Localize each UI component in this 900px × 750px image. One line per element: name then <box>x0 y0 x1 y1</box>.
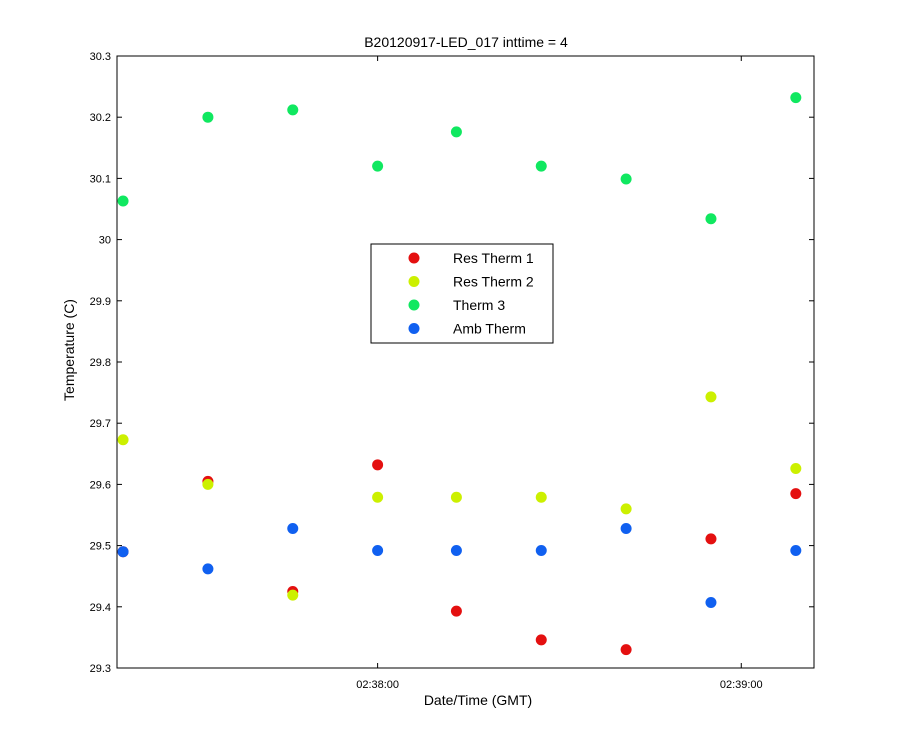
point-res-therm-2 <box>117 434 129 446</box>
point-res-therm-1 <box>450 605 462 617</box>
y-tick-label: 30.3 <box>90 51 111 63</box>
legend: Res Therm 1 Res Therm 2 Therm 3 Amb Therm <box>370 243 554 344</box>
point-res-therm-2 <box>535 491 547 503</box>
y-tick-label: 29.6 <box>90 479 111 491</box>
legend-box <box>370 243 554 344</box>
point-res-therm-1 <box>372 459 384 471</box>
point-res-therm-2 <box>287 589 299 601</box>
chart-title: B20120917-LED_017 inttime = 4 <box>364 34 568 50</box>
point-amb-therm <box>535 544 547 556</box>
legend-marker-res-therm-2 <box>408 276 420 287</box>
point-res-therm-2 <box>620 503 632 515</box>
point-amb-therm <box>287 522 299 534</box>
x-axis: 02:38:00 02:39:00 <box>356 56 763 691</box>
point-therm-3 <box>620 173 632 185</box>
y-tick-label: 30.1 <box>90 173 111 185</box>
x-tick-label: 02:39:00 <box>720 679 763 691</box>
point-therm-3 <box>790 92 802 104</box>
legend-marker-amb-therm <box>408 323 420 334</box>
point-res-therm-1 <box>535 634 547 646</box>
x-axis-label: Date/Time (GMT) <box>424 692 532 708</box>
point-therm-3 <box>535 160 547 172</box>
y-axis-label: Temperature (C) <box>61 299 77 401</box>
point-res-therm-1 <box>620 644 632 656</box>
y-tick-label: 30.2 <box>90 112 111 124</box>
legend-marker-res-therm-1 <box>408 252 420 264</box>
y-tick-label: 29.3 <box>90 663 111 675</box>
data-points <box>117 92 802 656</box>
legend-marker-therm-3 <box>408 299 420 311</box>
point-therm-3 <box>450 126 462 138</box>
y-tick-label: 29.8 <box>90 357 111 369</box>
legend-label-res-therm-1: Res Therm 1 <box>453 250 534 266</box>
point-therm-3 <box>202 111 214 123</box>
point-amb-therm <box>620 522 632 534</box>
point-amb-therm <box>790 544 802 556</box>
y-tick-label: 29.7 <box>90 418 111 430</box>
point-therm-3 <box>372 160 384 172</box>
legend-label-amb-therm: Amb Therm <box>453 321 526 337</box>
legend-label-res-therm-2: Res Therm 2 <box>453 274 534 290</box>
point-res-therm-2 <box>450 491 462 503</box>
point-res-therm-1 <box>705 533 717 545</box>
point-amb-therm <box>202 563 214 575</box>
point-res-therm-1 <box>790 488 802 500</box>
series-amb-therm <box>117 522 802 609</box>
series-res-therm-2 <box>117 391 802 601</box>
y-axis: 29.3 29.4 29.5 29.6 29.7 29.8 29.9 30 30.1 30.2 30… <box>90 51 814 675</box>
point-res-therm-2 <box>705 391 717 403</box>
point-amb-therm <box>372 544 384 556</box>
point-therm-3 <box>117 195 129 207</box>
plot-area <box>116 55 815 669</box>
legend-label-therm-3: Therm 3 <box>453 297 505 313</box>
point-amb-therm <box>117 546 129 558</box>
point-res-therm-2 <box>372 491 384 503</box>
point-amb-therm <box>705 597 717 609</box>
point-amb-therm <box>450 544 462 556</box>
y-tick-label: 30 <box>99 235 111 247</box>
y-tick-label: 29.5 <box>90 541 111 553</box>
point-therm-3 <box>705 213 717 225</box>
x-tick-label: 02:38:00 <box>356 679 399 691</box>
y-tick-label: 29.4 <box>90 602 111 614</box>
point-res-therm-2 <box>202 478 214 490</box>
series-therm-3 <box>117 92 802 225</box>
point-res-therm-2 <box>790 462 802 474</box>
point-therm-3 <box>287 104 299 116</box>
y-tick-label: 29.9 <box>90 296 111 308</box>
